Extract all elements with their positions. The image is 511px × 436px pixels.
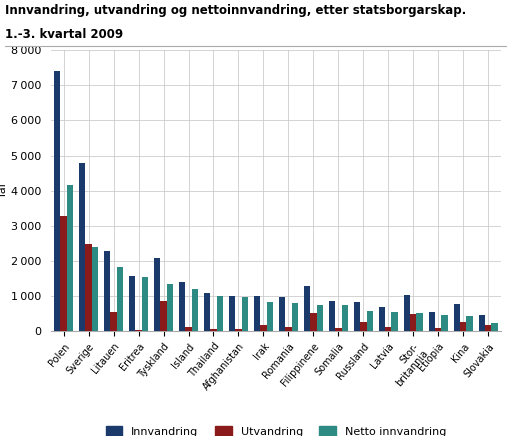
Bar (366, 311, 373, 331)
Bar (142, 276, 148, 331)
Y-axis label: Tal: Tal (0, 183, 8, 198)
Bar (167, 283, 173, 331)
Bar (485, 325, 492, 331)
Bar (211, 329, 217, 331)
Legend: Innvandring, Utvandring, Netto innvandring: Innvandring, Utvandring, Netto innvandri… (101, 421, 451, 436)
Bar (236, 329, 242, 331)
Bar (435, 328, 442, 331)
Bar (416, 313, 423, 331)
Bar (479, 315, 485, 331)
Bar (117, 267, 123, 331)
Bar (410, 314, 416, 331)
Bar (467, 316, 473, 331)
Text: Innvandring, utvandring og nettoinnvandring, etter statsborgarskap.: Innvandring, utvandring og nettoinnvandr… (5, 4, 467, 17)
Bar (160, 301, 167, 331)
Bar (60, 216, 67, 331)
Bar (192, 289, 198, 331)
Bar (442, 315, 448, 331)
Bar (154, 258, 160, 331)
Bar (292, 303, 298, 331)
Bar (454, 304, 460, 331)
Bar (229, 296, 236, 331)
Text: 1.-3. kvartal 2009: 1.-3. kvartal 2009 (5, 28, 123, 41)
Bar (316, 305, 323, 331)
Bar (354, 302, 360, 331)
Bar (254, 296, 260, 331)
Bar (360, 322, 366, 331)
Bar (379, 307, 385, 331)
Bar (204, 293, 211, 331)
Bar (54, 71, 60, 331)
Bar (110, 312, 117, 331)
Bar (135, 330, 142, 331)
Bar (79, 163, 85, 331)
Bar (85, 244, 91, 331)
Bar (260, 325, 267, 331)
Bar (279, 297, 285, 331)
Bar (67, 185, 73, 331)
Bar (91, 247, 98, 331)
Bar (179, 282, 185, 331)
Bar (492, 323, 498, 331)
Bar (310, 313, 316, 331)
Bar (104, 251, 110, 331)
Bar (267, 302, 273, 331)
Bar (391, 312, 398, 331)
Bar (129, 276, 135, 331)
Bar (460, 321, 467, 331)
Bar (217, 296, 223, 331)
Bar (304, 286, 310, 331)
Bar (185, 327, 192, 331)
Bar (242, 297, 248, 331)
Bar (329, 301, 335, 331)
Bar (341, 305, 348, 331)
Bar (404, 295, 410, 331)
Bar (335, 328, 341, 331)
Bar (429, 312, 435, 331)
Bar (385, 327, 391, 331)
Bar (285, 327, 292, 331)
